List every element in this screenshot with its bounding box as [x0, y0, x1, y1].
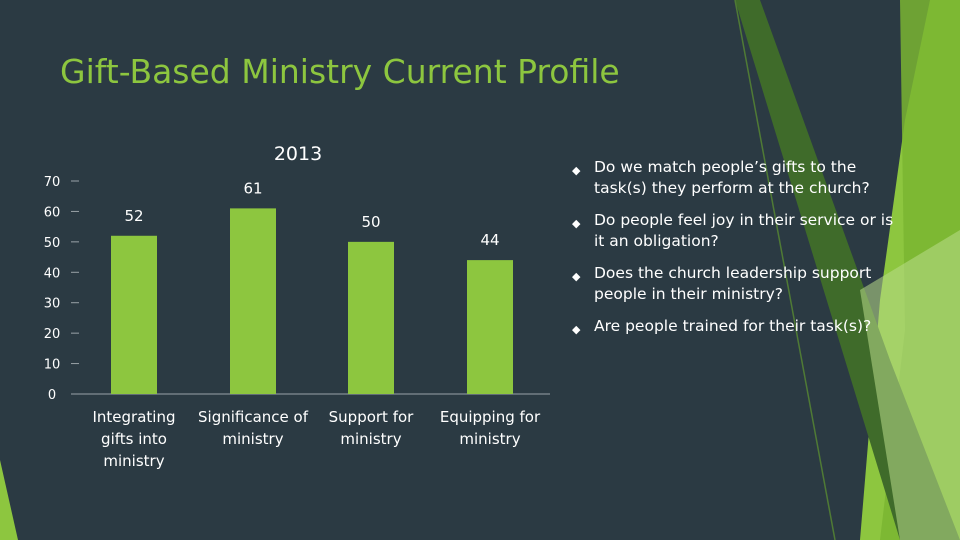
bar-chart: 2013 0 10 20 30 40 50 60 70 52 61 50 44 Integratin…: [44, 143, 550, 470]
bar-value-label: 44: [480, 231, 499, 249]
thin-diagonal-line: [734, 0, 836, 540]
bar-value-label: 50: [361, 213, 380, 231]
diamond-bullet-icon: ◆: [572, 217, 581, 230]
x-category-label: ministry: [222, 430, 283, 448]
x-category-label: ministry: [340, 430, 401, 448]
bar: [111, 235, 157, 394]
x-category-label: Significance of: [198, 408, 309, 426]
question-text: Do people feel joy in their service or i…: [594, 211, 894, 250]
x-category-label: ministry: [459, 430, 520, 448]
x-category-label: Support for: [329, 408, 415, 426]
bar: [467, 260, 513, 394]
bar: [348, 241, 394, 394]
green-shape-right-light: [860, 230, 960, 540]
diamond-bullet-icon: ◆: [572, 323, 581, 336]
y-tick-label: 10: [44, 358, 61, 373]
diamond-bullet-icon: ◆: [572, 270, 581, 283]
y-axis-ticks: 0 10 20 30 40 50 60 70: [44, 175, 79, 403]
bar-value-label: 52: [124, 207, 143, 225]
y-tick-label: 0: [48, 388, 56, 403]
chart-title: 2013: [274, 143, 322, 165]
question-text: Do we match people’s gifts to the task(s…: [594, 158, 870, 197]
y-tick-label: 60: [44, 205, 61, 220]
bar-series: 52 61 50 44: [111, 179, 513, 394]
y-tick-label: 40: [44, 266, 61, 281]
x-axis-labels: Integrating gifts into ministry Significanc…: [93, 408, 541, 470]
bar-value-label: 61: [243, 179, 262, 197]
y-tick-label: 30: [44, 297, 61, 312]
question-text: Are people trained for their task(s)?: [594, 317, 872, 335]
question-item: ◆ Do people feel joy in their service or …: [572, 210, 902, 252]
y-tick-label: 70: [44, 175, 61, 190]
bar: [230, 208, 276, 394]
question-item: ◆ Does the church leadership support peop…: [572, 263, 902, 305]
x-category-label: gifts into: [101, 430, 167, 448]
question-item: ◆ Are people trained for their task(s)?: [572, 316, 902, 337]
green-shape-left: [0, 460, 18, 540]
question-item: ◆ Do we match people’s gifts to the task(…: [572, 157, 902, 199]
question-list: ◆ Do we match people’s gifts to the task(…: [572, 157, 902, 348]
y-tick-label: 50: [44, 236, 61, 251]
x-category-label: Equipping for: [440, 408, 541, 426]
question-text: Does the church leadership support peopl…: [594, 264, 872, 303]
x-category-label: Integrating: [93, 408, 176, 426]
diamond-bullet-icon: ◆: [572, 164, 581, 177]
x-category-label: ministry: [103, 452, 164, 470]
y-tick-label: 20: [44, 327, 61, 342]
slide-title: Gift-Based Ministry Current Profile: [60, 52, 620, 91]
